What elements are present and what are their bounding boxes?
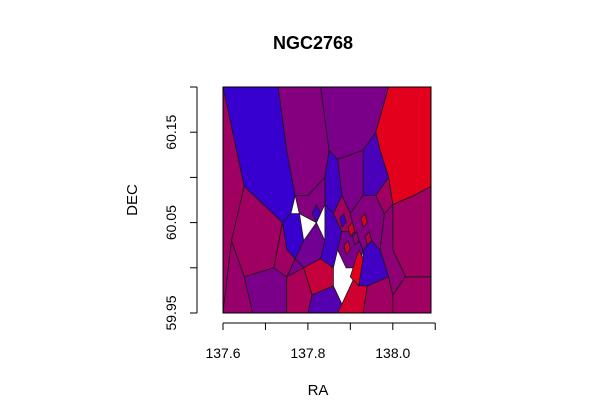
x-axis-label: RA [308,382,329,399]
x-axis: 137.6 137.8 138.0 [205,323,435,361]
x-tick-label: 138.0 [375,345,410,361]
chart-title: NGC2768 [273,33,353,53]
y-tick-label: 60.05 [163,205,179,240]
y-tick-label: 60.15 [163,114,179,149]
x-tick-label: 137.6 [205,345,240,361]
y-axis: 59.95 60.05 60.15 [163,87,197,331]
y-tick-label: 59.95 [163,295,179,330]
x-tick-label: 137.8 [290,345,325,361]
voronoi-cells [223,87,431,313]
y-axis-label: DEC [124,184,141,216]
